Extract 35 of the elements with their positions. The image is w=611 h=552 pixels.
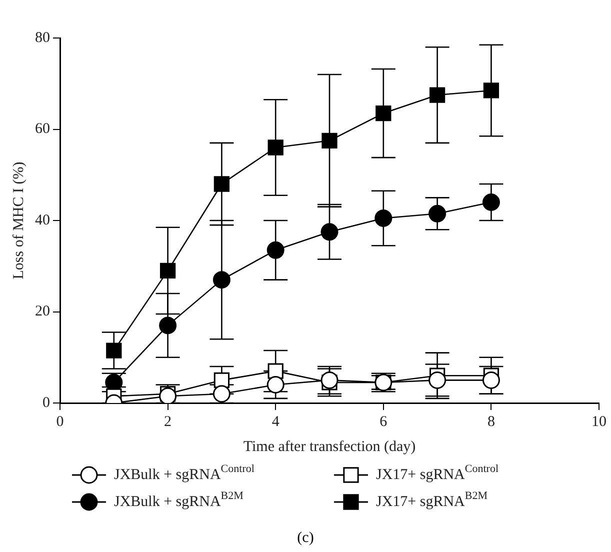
x-tick-label: 0 [56, 414, 64, 430]
point [429, 87, 446, 103]
y-axis-title: Loss of MHC I (%) [10, 162, 27, 280]
y-tick-label: 40 [35, 212, 50, 228]
point [266, 376, 284, 394]
y-tick-label: 60 [35, 121, 50, 138]
point [482, 194, 500, 211]
point [482, 371, 500, 389]
point [159, 316, 177, 334]
y-tick-label: 0 [42, 394, 50, 411]
x-tick-label: 4 [272, 414, 280, 430]
x-tick-label: 2 [164, 414, 172, 430]
point [428, 371, 446, 389]
point [212, 385, 230, 403]
point [374, 209, 392, 227]
point [428, 204, 446, 222]
x-tick-label: 6 [380, 414, 388, 430]
point [106, 342, 122, 358]
point [160, 262, 176, 279]
x-tick-label: 8 [487, 414, 495, 430]
x-tick-label: 10 [592, 414, 606, 430]
point [376, 105, 392, 122]
y-tick-label: 80 [35, 30, 50, 46]
point [483, 82, 500, 98]
point [266, 241, 284, 259]
text: (c) [296, 530, 315, 547]
point [212, 271, 230, 289]
point [322, 132, 338, 148]
y-tick-label: 20 [35, 304, 50, 320]
x-axis-title: Time after transfection (day) [243, 438, 416, 455]
point [214, 176, 230, 192]
point [268, 140, 284, 156]
point [320, 223, 338, 241]
point [320, 371, 338, 389]
point [268, 363, 284, 379]
